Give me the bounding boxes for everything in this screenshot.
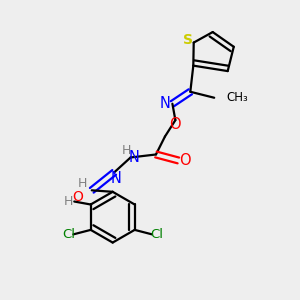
Text: S: S <box>183 33 193 46</box>
Text: H: H <box>122 144 131 158</box>
Text: N: N <box>110 171 121 186</box>
Text: O: O <box>179 153 191 168</box>
Text: Cl: Cl <box>150 228 163 241</box>
Text: O: O <box>72 190 83 204</box>
Text: O: O <box>169 117 181 132</box>
Text: CH₃: CH₃ <box>227 91 248 104</box>
Text: H: H <box>77 177 87 190</box>
Text: Cl: Cl <box>62 228 75 241</box>
Text: N: N <box>160 96 170 111</box>
Text: H: H <box>64 195 74 208</box>
Text: N: N <box>128 150 139 165</box>
